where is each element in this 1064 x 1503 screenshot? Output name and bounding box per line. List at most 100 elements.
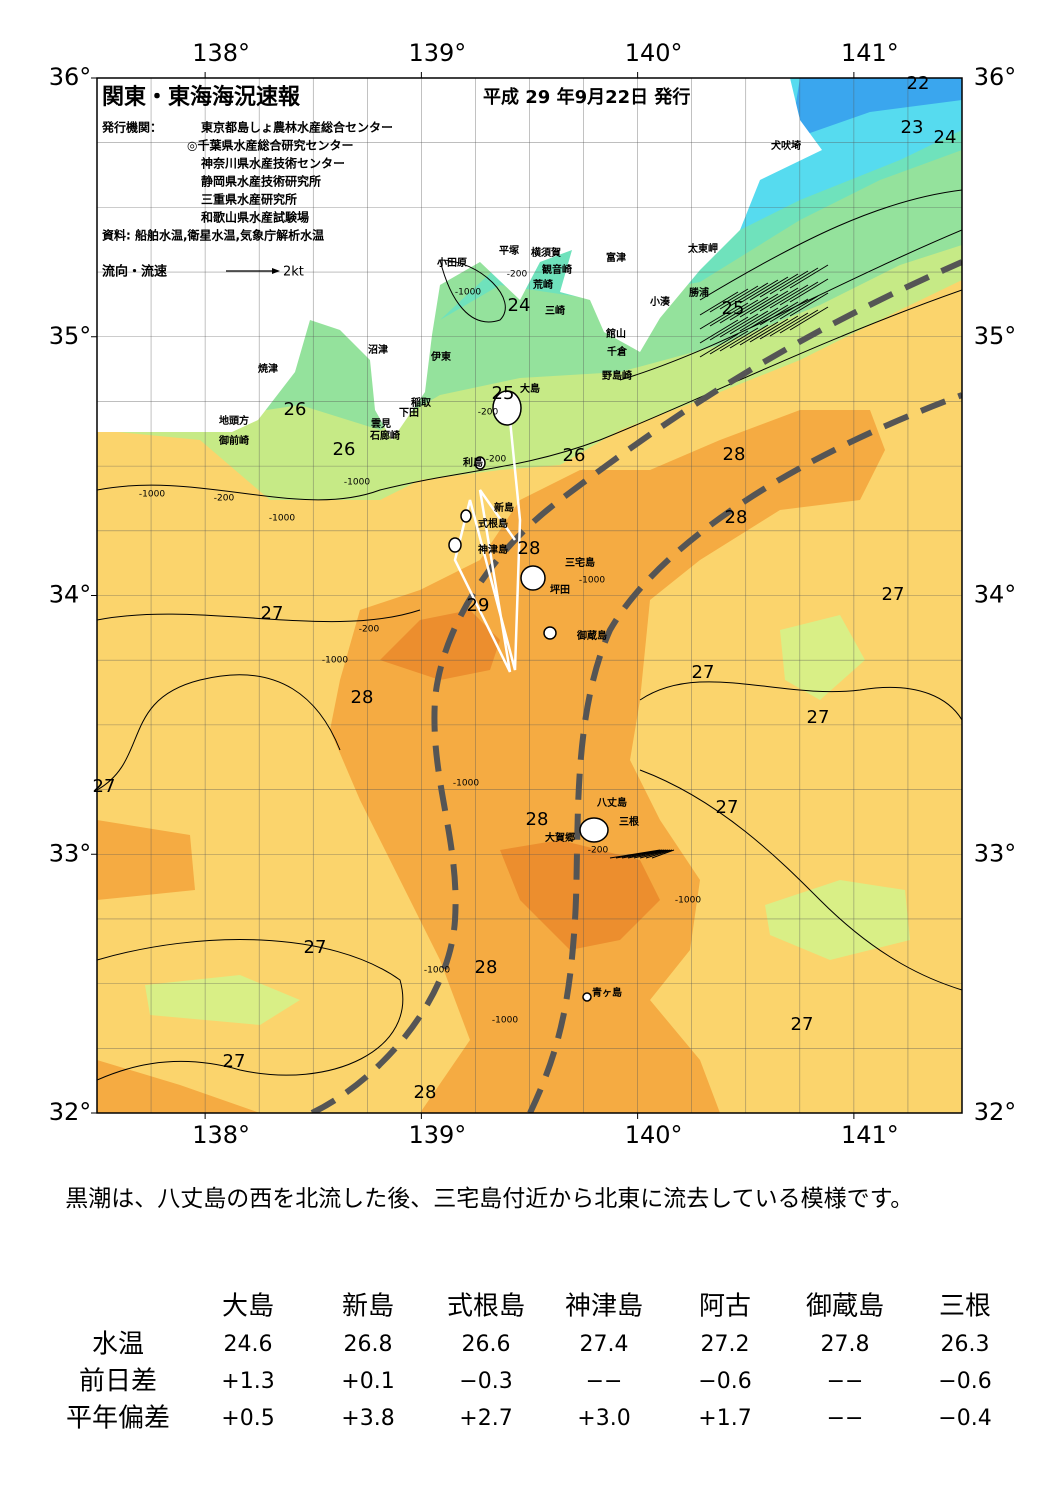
table-header: 神津島	[565, 1292, 643, 1322]
table-header: 御蔵島	[806, 1292, 884, 1322]
depth-label: -1000	[579, 576, 605, 586]
table-header: 式根島	[447, 1292, 525, 1322]
place-name: 三根	[619, 815, 639, 828]
depth-label: -200	[507, 270, 528, 280]
row-label: 平年偏差	[66, 1404, 170, 1434]
isotherm-label: 28	[351, 687, 374, 708]
table-cell: +1.3	[221, 1369, 274, 1394]
island	[448, 537, 462, 553]
issuer: 三重県水産研究所	[201, 192, 297, 207]
depth-label: -1000	[269, 514, 295, 524]
isotherm-label: 28	[723, 444, 746, 465]
current-arrow	[633, 849, 669, 859]
table-cell: −0.4	[938, 1406, 991, 1431]
ship-track	[453, 419, 522, 673]
current-arrow	[789, 306, 829, 331]
water-28	[97, 820, 195, 900]
land	[97, 78, 822, 440]
current-arrow	[699, 305, 739, 330]
place-name: 式根島	[478, 517, 508, 530]
legend-arrowhead	[272, 268, 280, 274]
current-arrow	[639, 849, 671, 859]
isotherm-label: 27	[261, 603, 284, 624]
isotherm	[97, 609, 421, 623]
title: 関東・東海海況速報	[102, 84, 301, 110]
place-name: 犬吠埼	[771, 139, 801, 152]
place-name: 利島	[463, 456, 483, 469]
lon-label: 140°	[625, 1121, 683, 1149]
current-arrow	[739, 307, 779, 332]
current-arrow	[739, 279, 779, 304]
current-arrow	[769, 312, 809, 337]
current-arrow	[749, 290, 789, 315]
table-cell: −−	[827, 1369, 864, 1394]
row-label: 水温	[92, 1330, 144, 1360]
place-name: 館山	[605, 327, 626, 340]
current-arrow	[627, 849, 667, 859]
isotherm-label: 27	[304, 937, 327, 958]
place-name: 太東岬	[687, 242, 718, 255]
source: 資料: 船舶水温,衛星水温,気象庁解析水温	[102, 228, 324, 243]
table-cell: 27.4	[580, 1332, 629, 1357]
isotherm	[439, 259, 506, 323]
issuer: 静岡県水産技術研究所	[201, 174, 321, 189]
place-name: 神津島	[478, 543, 508, 556]
island	[579, 817, 609, 843]
kuroshio-axis	[527, 392, 962, 1113]
isotherm	[639, 769, 962, 991]
table-cell: +0.1	[341, 1369, 394, 1394]
current-arrow	[729, 296, 769, 321]
water-28	[97, 1060, 260, 1113]
depth-label: -1000	[675, 896, 701, 906]
lat-label: 36°	[49, 63, 92, 91]
table-cell: +1.7	[698, 1406, 751, 1431]
current-arrow	[759, 301, 799, 326]
issuer: 和歌山県水産試験場	[200, 210, 309, 225]
place-name: 小田原	[436, 256, 467, 269]
current-arrow	[789, 292, 829, 317]
table-cell: 27.2	[701, 1332, 750, 1357]
lon-label: 138°	[192, 1121, 250, 1149]
isotherm-label: 23	[901, 117, 924, 138]
place-name: 小湊	[649, 295, 671, 308]
place-name: 石廊崎	[369, 429, 400, 442]
current-arrow	[719, 313, 759, 338]
isotherm-label: 27	[223, 1051, 246, 1072]
lon-label: 138°	[192, 39, 250, 67]
place-name: 観音崎	[542, 263, 572, 276]
depth-label: -1000	[453, 779, 479, 789]
place-name: 坪田	[550, 583, 570, 596]
current-arrow	[621, 849, 665, 859]
table-cell: 24.6	[224, 1332, 273, 1357]
water-26	[145, 975, 300, 1025]
table-cell: +0.5	[221, 1406, 274, 1431]
lat-label: 34°	[974, 581, 1017, 609]
isotherm-label: 24	[508, 295, 531, 316]
table-cell: −0.6	[938, 1369, 991, 1394]
current-arrow	[779, 309, 819, 334]
current-arrow	[769, 298, 809, 323]
table-cell: 27.8	[821, 1332, 870, 1357]
current-arrow	[779, 281, 819, 306]
isotherm-label: 27	[716, 797, 739, 818]
kuroshio-axis	[310, 259, 962, 1113]
current-arrow	[759, 287, 799, 312]
table-header: 新島	[342, 1292, 394, 1322]
current-arrow	[739, 293, 779, 318]
depth-label: -200	[359, 625, 380, 635]
current-arrow	[769, 284, 809, 309]
isotherm-label: 27	[882, 584, 905, 605]
depth-label: -1000	[455, 288, 481, 298]
current-arrow	[739, 321, 779, 346]
current-arrow	[759, 273, 799, 298]
depth-label: -1000	[492, 1016, 518, 1026]
place-name: 御蔵島	[576, 629, 607, 642]
water-29	[380, 610, 500, 680]
depth-label: -200	[588, 846, 609, 856]
isotherm	[97, 674, 341, 791]
island	[582, 992, 592, 1002]
place-name: 三崎	[545, 304, 565, 317]
isotherm	[639, 681, 962, 721]
lon-label: 141°	[841, 1121, 899, 1149]
isotherm-label: 27	[692, 662, 715, 683]
